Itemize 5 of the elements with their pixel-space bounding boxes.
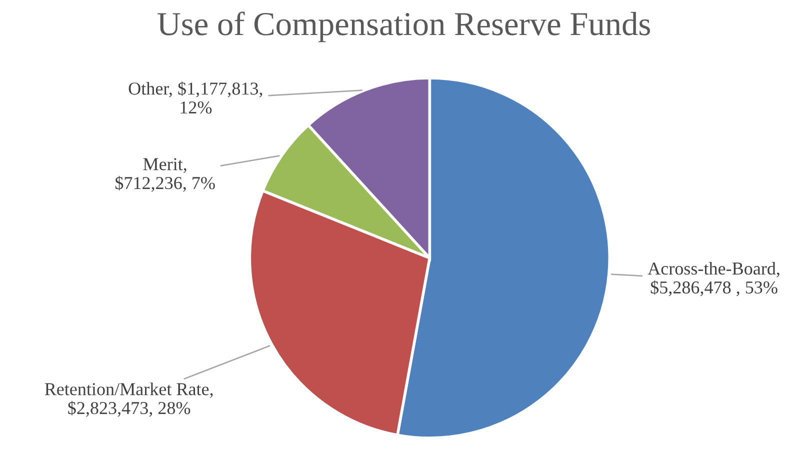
chart-title: Use of Compensation Reserve Funds	[157, 12, 650, 42]
slice-label: Across-the-Board, $5,286,478 , 53%	[648, 262, 780, 296]
slice-label: Retention/Market Rate, $2,823,473, 28%	[44, 382, 213, 417]
slice-label: Other, $1,177,813, 12%	[128, 81, 262, 114]
slice-label: Merit, $712,236, 7%	[115, 158, 215, 192]
